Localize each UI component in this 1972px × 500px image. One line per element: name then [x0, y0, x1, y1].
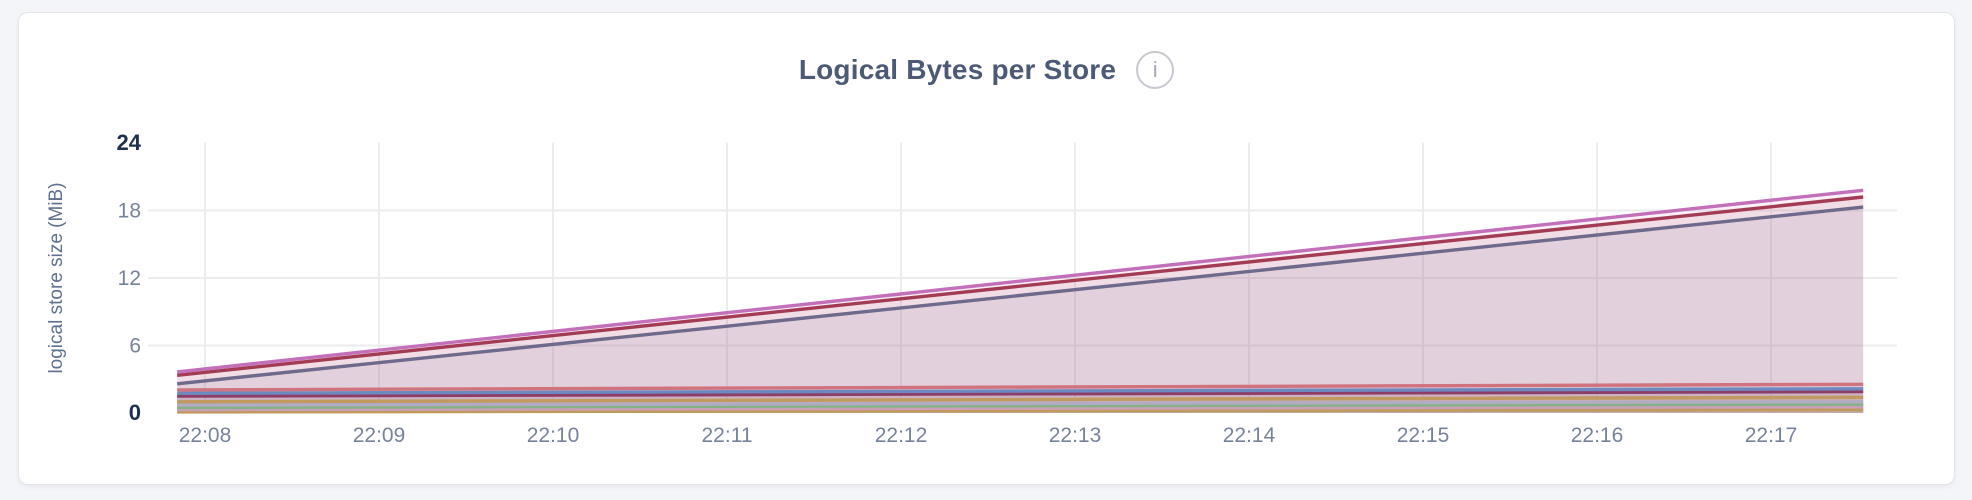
- series-line-series-09: [177, 402, 1864, 410]
- y-tick-label: 24: [117, 130, 142, 155]
- series-line-series-05: [177, 387, 1864, 395]
- x-tick-label: 22:11: [702, 424, 753, 447]
- x-tick-label: 22:08: [179, 424, 232, 447]
- y-tick-label: 6: [129, 335, 141, 358]
- x-tick-label: 22:16: [1571, 424, 1624, 447]
- series-line-series-06: [177, 389, 1864, 398]
- y-tick-label: 12: [118, 267, 141, 290]
- chart-header: Logical Bytes per Store i: [19, 51, 1954, 89]
- x-tick-label: 22:10: [527, 424, 580, 447]
- series-line-series-04: [177, 382, 1864, 392]
- x-tick-label: 22:09: [353, 424, 406, 447]
- y-tick-label: 0: [129, 400, 141, 425]
- x-tick-label: 22:12: [875, 424, 928, 447]
- series-line-series-11: [177, 407, 1864, 414]
- series-line-series-07: [177, 395, 1864, 404]
- x-tick-label: 22:17: [1745, 424, 1798, 447]
- series-line-series-01: [177, 188, 1864, 374]
- series-line-series-10: [177, 405, 1864, 412]
- series-area-series-01: [177, 190, 1864, 413]
- series-line-series-02: [177, 195, 1864, 377]
- series-area-series-03: [177, 207, 1864, 413]
- series-line-series-03: [177, 205, 1864, 386]
- chart-title: Logical Bytes per Store: [798, 54, 1117, 85]
- x-tick-label: 22:15: [1397, 424, 1450, 447]
- info-icon[interactable]: i: [1136, 51, 1175, 89]
- y-tick-label: 18: [118, 200, 141, 223]
- x-tick-label: 22:13: [1049, 424, 1102, 447]
- x-tick-label: 22:14: [1223, 424, 1276, 447]
- info-icon-glyph: i: [1152, 57, 1158, 82]
- series-line-series-08: [177, 400, 1864, 407]
- y-axis-title: logical store size (MiB): [46, 182, 67, 373]
